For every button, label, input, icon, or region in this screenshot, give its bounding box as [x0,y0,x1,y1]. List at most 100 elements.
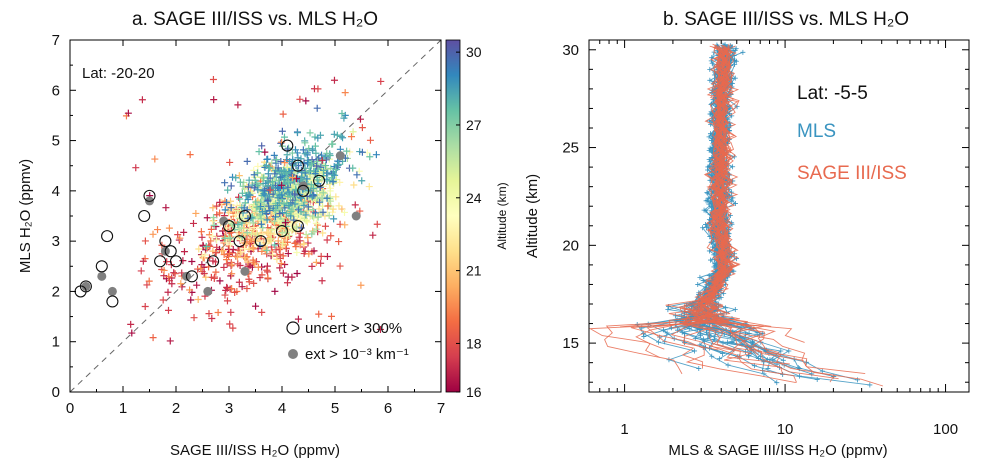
mls-profile-marker [706,134,712,140]
scatter-point [287,170,295,178]
scatter-point [216,209,224,217]
scatter-point [283,210,291,218]
scatter-point [265,202,273,210]
scatter-point [212,268,220,276]
scatter-point [369,231,377,239]
legend-filled-circle-icon [288,349,298,359]
scatter-point [338,109,346,117]
uncert-open-circle [95,260,108,273]
scatter-point [257,199,265,207]
scatter-point [268,178,276,186]
mls-profile-marker [730,164,736,170]
scatter-point [238,283,246,291]
scatter-point [236,178,244,186]
mls-profile-marker [706,147,712,153]
scatter-point [163,258,171,266]
scatter-point [264,274,272,282]
scatter-point [308,159,316,167]
mls-profile-marker [819,368,825,374]
scatter-point [179,257,187,265]
scatter-point [333,131,341,139]
x-tick-label: 7 [437,400,445,417]
colorbar-tick-label: 21 [466,263,482,279]
scatter-point [228,285,236,293]
scatter-point [252,198,260,206]
scatter-point [275,246,283,254]
y-tick-label: 20 [562,237,579,254]
scatter-point [248,230,256,238]
scatter-point [198,233,206,241]
scatter-point [247,235,255,243]
ext-filled-circle [81,281,91,291]
scatter-point [186,151,194,159]
mls-profile-marker [733,58,739,64]
scatter-point [271,217,279,225]
scatter-point [238,189,246,197]
scatter-point [279,240,287,248]
uncert-open-circle [254,235,267,248]
scatter-point [219,247,227,255]
scatter-point [221,206,229,214]
scatter-point [263,246,271,254]
panel-b-plot-area [589,42,884,388]
scatter-point [210,221,218,229]
scatter-point [309,185,317,193]
scatter-point [335,202,343,210]
scatter-point [299,146,307,154]
scatter-point [276,173,284,181]
scatter-point [216,198,224,206]
panel-b-annotation: Lat: -5-5 [797,83,868,104]
colorbar-tick-label: 30 [466,44,482,60]
scatter-point [151,155,159,163]
scatter-point [326,187,334,195]
scatter-point [259,230,267,238]
scatter-point [281,204,289,212]
scatter-point [250,209,258,217]
x-tick-label: 2 [172,400,180,417]
scatter-point [237,248,245,256]
scatter-point [356,115,364,123]
scatter-point [308,193,316,201]
scatter-point [138,96,146,104]
y-tick-label: 1 [52,334,60,351]
scatter-point [186,286,194,294]
mls-profile-marker [778,348,784,354]
colorbar-gradient [445,39,461,393]
scatter-point [324,202,332,210]
sage-profile-line [655,44,741,327]
mls-profile-marker [641,334,647,340]
scatter-point [228,261,236,269]
scatter-point [308,145,316,153]
scatter-point [319,189,327,197]
mls-profile-marker [705,167,711,173]
scatter-point [287,193,295,201]
scatter-point [160,266,168,274]
mls-profile-marker [867,382,873,388]
scatter-point [261,191,269,199]
scatter-point [249,204,257,212]
scatter-point [243,192,251,200]
scatter-point [312,219,320,227]
scatter-point [231,288,239,296]
scatter-point [285,188,293,196]
scatter-point [154,226,162,234]
scatter-point [295,204,303,212]
uncert-open-circle [159,235,172,248]
scatter-point [316,198,324,206]
panel-a-ylabel: MLS H₂O (ppmv) [17,159,34,273]
y-tick-label: 6 [52,82,60,99]
panel-a-annotation: Lat: -20-20 [82,65,155,82]
scatter-point [137,267,145,275]
scatter-point [318,156,326,164]
scatter-point [143,281,151,289]
legend-open-circle-icon [286,321,300,335]
x-tick-label: 4 [278,400,286,417]
scatter-point [313,104,321,112]
scatter-point [284,250,292,258]
scatter-point [357,281,365,289]
scatter-point [260,190,268,198]
scatter-point [223,260,231,268]
mls-profile-marker [697,274,703,280]
scatter-point [241,254,249,262]
sage-profile-line [680,47,805,343]
